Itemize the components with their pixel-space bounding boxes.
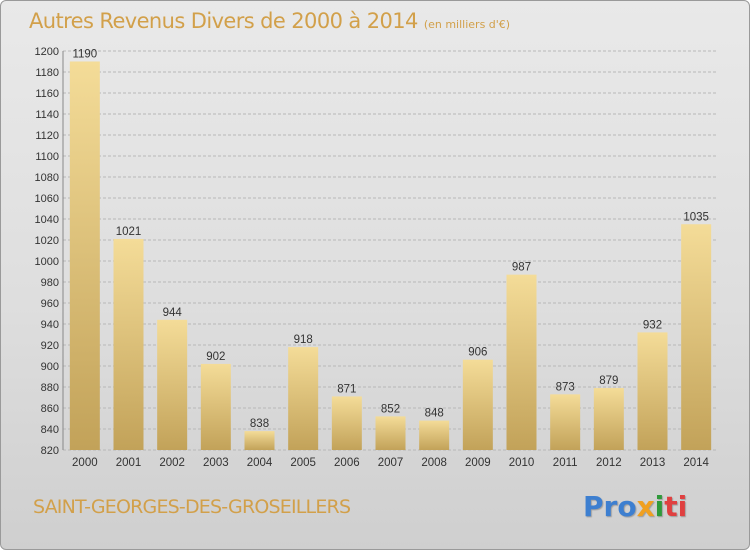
bar: [419, 420, 450, 450]
bar: [681, 224, 712, 450]
data-label: 918: [294, 334, 313, 346]
y-tick-label: 1200: [35, 46, 59, 58]
y-tick-label: 1140: [35, 109, 59, 121]
title-text: Autres Revenus Divers de 2000 à 2014: [29, 9, 418, 33]
y-tick-label: 920: [41, 340, 59, 352]
data-label: 944: [163, 307, 183, 319]
data-label: 1035: [683, 211, 709, 223]
bar: [157, 319, 188, 450]
x-tick-label: 2004: [247, 457, 273, 469]
y-tick-label: 940: [41, 319, 59, 331]
data-label: 902: [206, 351, 225, 363]
y-tick-label: 880: [41, 382, 59, 394]
x-tick-label: 2011: [553, 457, 578, 469]
y-tick-label: 960: [41, 298, 59, 310]
bar: [506, 274, 537, 450]
title-unit: (en milliers d'€): [423, 18, 511, 31]
data-label: 932: [643, 319, 662, 331]
bar: [462, 359, 493, 450]
y-tick-label: 900: [41, 361, 59, 373]
y-tick-label: 980: [41, 277, 59, 289]
data-label: 987: [512, 262, 531, 274]
x-tick-label: 2010: [509, 457, 535, 469]
y-tick-label: 1080: [35, 172, 59, 184]
y-tick-label: 840: [41, 424, 59, 436]
data-label: 1021: [116, 226, 142, 238]
x-tick-label: 2002: [159, 457, 185, 469]
y-tick-label: 1020: [35, 235, 59, 247]
x-tick-label: 2009: [465, 457, 491, 469]
bar: [200, 363, 231, 450]
x-tick-label: 2014: [683, 457, 709, 469]
x-tick-label: 2012: [596, 457, 622, 469]
x-tick-label: 2008: [421, 457, 447, 469]
bar: [637, 332, 668, 450]
bar: [288, 347, 319, 450]
x-tick-label: 2006: [334, 457, 360, 469]
x-tick-label: 2000: [72, 457, 98, 469]
y-tick-label: 1120: [35, 130, 59, 142]
y-tick-label: 1000: [35, 256, 59, 268]
x-tick-label: 2013: [640, 457, 666, 469]
x-tick-label: 2005: [290, 457, 316, 469]
data-label: 852: [381, 403, 400, 415]
bar: [331, 396, 362, 450]
y-tick-label: 860: [41, 403, 59, 415]
y-tick-label: 1040: [35, 214, 59, 226]
x-tick-label: 2003: [203, 457, 229, 469]
x-tick-label: 2007: [378, 457, 404, 469]
data-label: 848: [425, 408, 444, 420]
data-label: 906: [468, 347, 487, 359]
data-label: 838: [250, 418, 269, 430]
chart-title: Autres Revenus Divers de 2000 à 2014 (en …: [29, 9, 510, 33]
bar: [550, 394, 581, 450]
y-tick-label: 1180: [35, 67, 59, 79]
y-tick-label: 820: [41, 445, 59, 457]
y-tick-label: 1060: [35, 193, 59, 205]
data-label: 873: [556, 381, 575, 393]
data-label: 871: [337, 383, 356, 395]
x-tick-label: 2001: [116, 457, 142, 469]
commune-name: SAINT-GEORGES-DES-GROSEILLERS: [33, 496, 351, 518]
bar: [375, 416, 406, 450]
data-label: 1190: [72, 49, 97, 61]
bar: [244, 431, 275, 450]
y-tick-label: 1100: [35, 151, 59, 163]
bar: [113, 238, 144, 450]
proxiti-logo: Proxiti: [583, 490, 688, 523]
y-tick-label: 1160: [35, 88, 59, 100]
data-label: 879: [599, 375, 618, 387]
bar: [593, 388, 624, 450]
bar: [69, 61, 100, 450]
